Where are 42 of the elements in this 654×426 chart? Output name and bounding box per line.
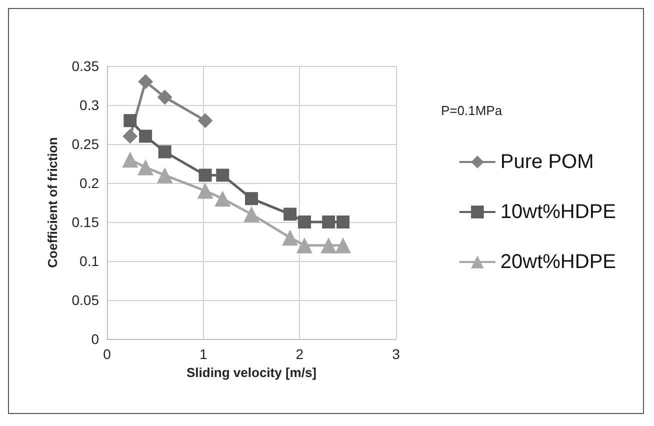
y-tick-label: 0.25 <box>72 136 100 152</box>
x-axis-title: Sliding velocity [m/s] <box>186 364 317 380</box>
point <box>197 182 214 199</box>
y-tick-label: 0 <box>91 331 100 347</box>
point <box>138 159 154 176</box>
x-tick-label: 0 <box>103 346 112 362</box>
point <box>157 90 172 105</box>
x-tick-label: 1 <box>199 346 208 362</box>
point <box>336 216 350 228</box>
point <box>158 145 172 158</box>
x-tick-label: 2 <box>296 346 304 362</box>
point <box>284 208 297 221</box>
legend-label: Pure POM <box>500 151 594 173</box>
point <box>320 237 337 254</box>
x-tick-label: 3 <box>392 346 400 362</box>
y-tick-label: 0.35 <box>72 58 100 74</box>
y-axis-title: Coefficient of friction <box>45 137 60 268</box>
point <box>122 128 138 144</box>
point <box>198 113 213 128</box>
point <box>245 192 258 206</box>
point <box>244 206 260 222</box>
point <box>298 216 311 228</box>
point <box>296 237 312 254</box>
point <box>124 114 137 128</box>
y-tick-label: 0.2 <box>80 175 100 191</box>
y-tick-label: 0.15 <box>72 214 100 230</box>
legend-label: 20wt%HDPE <box>500 251 616 273</box>
text: P=0.1MPa <box>441 103 503 118</box>
point <box>282 230 298 246</box>
point <box>335 237 352 254</box>
point <box>214 190 231 207</box>
y-tick-label: 0.1 <box>80 253 100 269</box>
point <box>216 168 230 182</box>
point <box>198 168 212 182</box>
point <box>322 216 336 228</box>
legend-label: 10wt%HDPE <box>500 201 616 223</box>
point <box>156 167 173 184</box>
point <box>139 130 152 143</box>
point <box>122 152 138 168</box>
y-tick-label: 0.3 <box>80 97 100 113</box>
point <box>138 74 154 90</box>
y-tick-label: 0.05 <box>72 292 100 308</box>
